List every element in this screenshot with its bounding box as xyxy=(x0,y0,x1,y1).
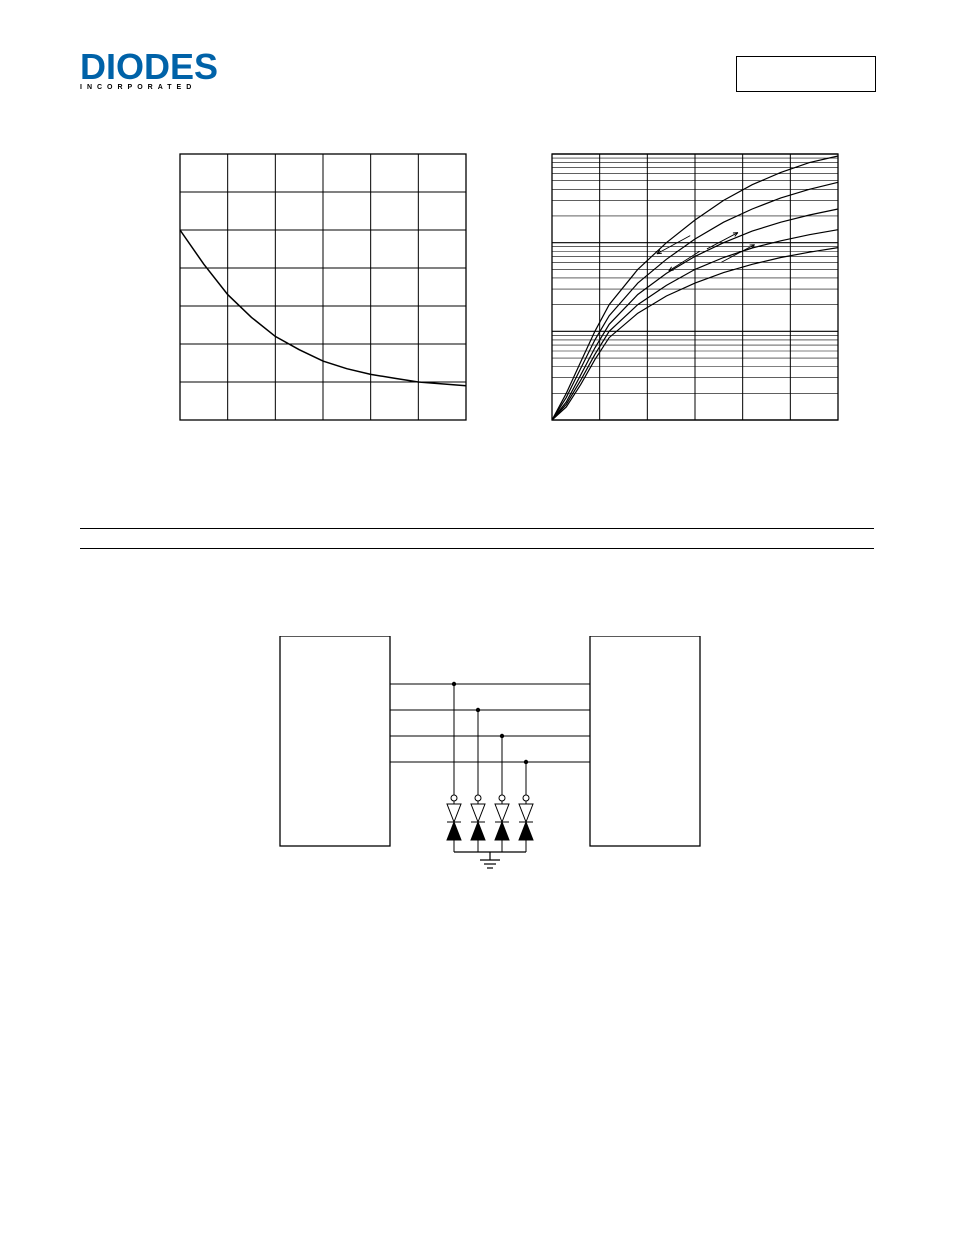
brand-logo-text: DIODES xyxy=(80,46,218,88)
chart-power-derating xyxy=(168,142,478,432)
part-number-box xyxy=(736,56,876,92)
section-divider-bottom xyxy=(80,548,874,549)
brand-logo: DIODES INCORPORATED xyxy=(80,46,218,91)
section-divider-top xyxy=(80,528,874,529)
charts-row xyxy=(120,142,880,482)
chart-peak-pulse-log xyxy=(540,142,850,432)
application-diagram xyxy=(260,636,720,896)
